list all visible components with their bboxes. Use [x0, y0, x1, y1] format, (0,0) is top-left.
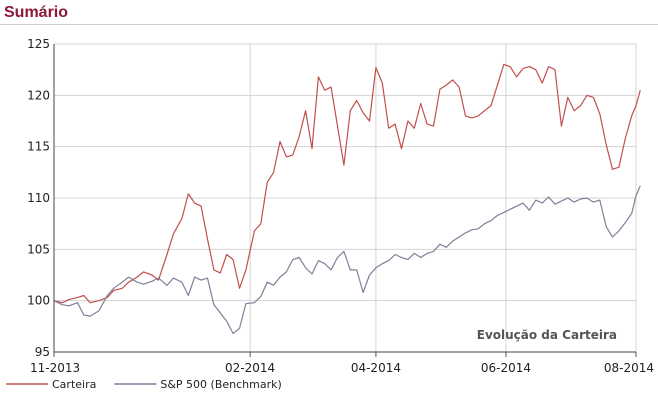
- title-divider: [0, 24, 658, 25]
- x-tick-label: 02-2014: [225, 361, 275, 375]
- y-tick-label: 105: [27, 242, 50, 256]
- chart-annotation: Evolução da Carteira: [477, 328, 617, 342]
- legend-label-carteira: Carteira: [52, 378, 96, 391]
- y-tick-label: 115: [27, 140, 50, 154]
- y-tick-label: 110: [27, 191, 50, 205]
- legend-label-benchmark: S&P 500 (Benchmark): [160, 378, 281, 391]
- chart-series: [53, 63, 641, 335]
- series-line-carteira: [53, 63, 641, 304]
- y-tick-label: 125: [27, 37, 50, 51]
- y-tick-label: 120: [27, 88, 50, 102]
- chart-axes: 95 100 105 110 115 120 125 11-2013 02-2014 04-201…: [27, 37, 654, 375]
- x-tick-label: 08-2014: [604, 361, 654, 375]
- y-tick-label: 95: [35, 345, 50, 359]
- x-tick-label: 11-2013: [30, 361, 80, 375]
- x-tick-label: 04-2014: [351, 361, 401, 375]
- y-tick-label: 100: [27, 294, 50, 308]
- section-title: Sumário: [4, 4, 69, 21]
- series-line-benchmark: [53, 185, 641, 335]
- x-tick-label: 06-2014: [481, 361, 531, 375]
- chart-legend: Carteira S&P 500 (Benchmark): [6, 378, 282, 391]
